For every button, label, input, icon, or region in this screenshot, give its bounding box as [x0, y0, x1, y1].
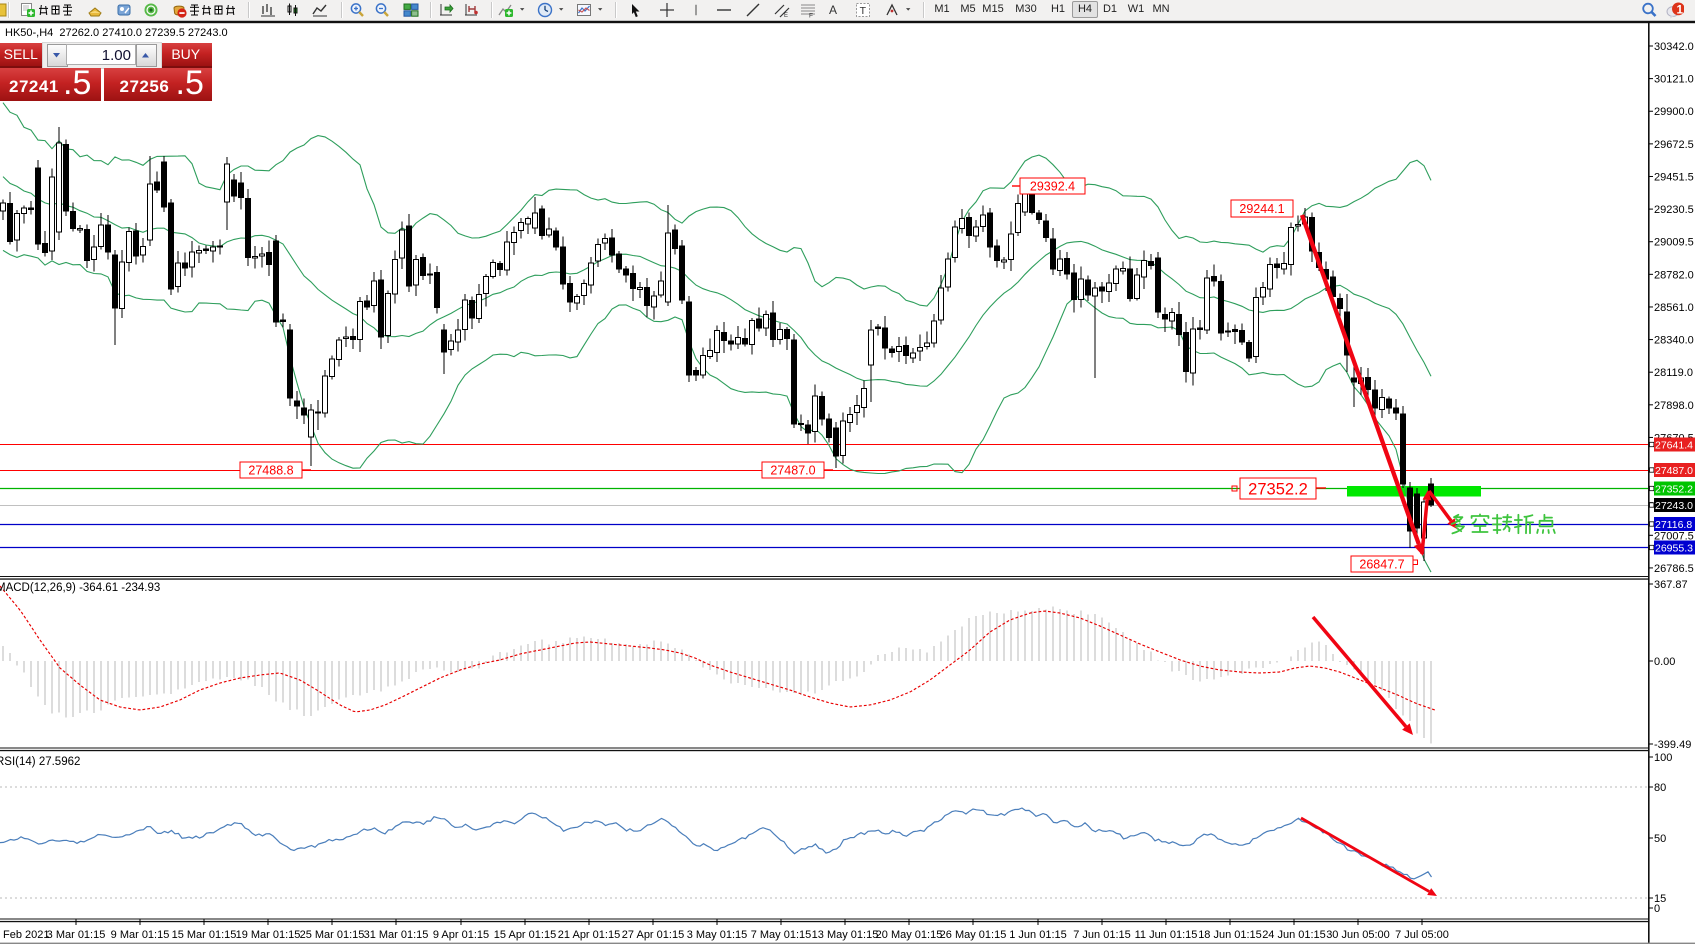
svg-text:27 Apr 01:15: 27 Apr 01:15 [622, 929, 684, 941]
svg-text:26847.7: 26847.7 [1359, 558, 1404, 572]
svg-text:15 Mar 01:15: 15 Mar 01:15 [172, 929, 237, 941]
svg-text:27007.5: 27007.5 [1654, 530, 1694, 542]
svg-text:MACD(12,26,9) -364.61 -234.93: MACD(12,26,9) -364.61 -234.93 [0, 582, 160, 594]
svg-text:29009.5: 29009.5 [1654, 237, 1694, 249]
svg-text:11 Jun 01:15: 11 Jun 01:15 [1135, 929, 1198, 941]
svg-text:29244.1: 29244.1 [1239, 202, 1284, 216]
svg-text:30342.0: 30342.0 [1654, 41, 1694, 53]
svg-text:80: 80 [1654, 782, 1666, 794]
svg-text:T: T [860, 5, 867, 17]
svg-text:0: 0 [1654, 903, 1660, 915]
svg-text:28782.0: 28782.0 [1654, 269, 1694, 281]
svg-text:27352.2: 27352.2 [1655, 483, 1693, 495]
svg-text:F: F [809, 13, 813, 19]
svg-text:-399.49: -399.49 [1654, 739, 1691, 751]
svg-text:29230.5: 29230.5 [1654, 204, 1694, 216]
svg-text:7 Jul 05:00: 7 Jul 05:00 [1395, 929, 1449, 941]
svg-text:18 Jun 01:15: 18 Jun 01:15 [1198, 929, 1262, 941]
svg-text:27243.0: 27243.0 [1655, 500, 1693, 512]
svg-text:21 Apr 01:15: 21 Apr 01:15 [558, 929, 620, 941]
svg-text:100: 100 [1654, 752, 1672, 764]
svg-text:30121.0: 30121.0 [1654, 74, 1694, 86]
svg-text:15: 15 [1654, 893, 1666, 905]
svg-text:24 Jun 01:15: 24 Jun 01:15 [1262, 929, 1326, 941]
svg-text:367.87: 367.87 [1654, 579, 1688, 591]
svg-text:31 Mar 01:15: 31 Mar 01:15 [364, 929, 429, 941]
svg-text:Feb 2021: Feb 2021 [3, 929, 49, 941]
svg-text:27352.2: 27352.2 [1248, 480, 1308, 498]
svg-text:28119.0: 28119.0 [1654, 367, 1693, 379]
svg-text:27487.0: 27487.0 [1655, 465, 1693, 477]
svg-text:26 May 01:15: 26 May 01:15 [940, 929, 1007, 941]
svg-text:1: 1 [1676, 3, 1683, 16]
svg-text:30 Jun 05:00: 30 Jun 05:00 [1326, 929, 1390, 941]
svg-text:29392.4: 29392.4 [1030, 180, 1075, 194]
svg-text:26786.5: 26786.5 [1654, 563, 1694, 575]
svg-text:7 Jun 01:15: 7 Jun 01:15 [1073, 929, 1131, 941]
svg-text:29900.0: 29900.0 [1654, 106, 1694, 118]
svg-text:9 Mar 01:15: 9 Mar 01:15 [111, 929, 170, 941]
svg-text:27488.8: 27488.8 [248, 464, 293, 478]
svg-text:27898.0: 27898.0 [1654, 400, 1694, 412]
svg-text:1 Jun 01:15: 1 Jun 01:15 [1009, 929, 1067, 941]
svg-text:28340.0: 28340.0 [1654, 335, 1694, 347]
svg-text:7 May 01:15: 7 May 01:15 [751, 929, 812, 941]
svg-text:27487.0: 27487.0 [770, 464, 815, 478]
svg-text:3 May 01:15: 3 May 01:15 [687, 929, 748, 941]
svg-text:29451.5: 29451.5 [1654, 171, 1694, 183]
svg-text:13 May 01:15: 13 May 01:15 [812, 929, 879, 941]
svg-text:29672.5: 29672.5 [1654, 139, 1694, 151]
svg-text:19 Mar 01:15: 19 Mar 01:15 [236, 929, 301, 941]
svg-text:25 Mar 01:15: 25 Mar 01:15 [300, 929, 365, 941]
svg-text:HK50-,H4 27262.0 27410.0 2723: HK50-,H4 27262.0 27410.0 27239.5 27243.0 [5, 27, 228, 39]
svg-text:15 Apr 01:15: 15 Apr 01:15 [494, 929, 556, 941]
svg-text:50: 50 [1654, 833, 1666, 845]
svg-text:0.00: 0.00 [1654, 656, 1675, 668]
svg-text:3 Mar 01:15: 3 Mar 01:15 [47, 929, 106, 941]
svg-text:9 Apr 01:15: 9 Apr 01:15 [433, 929, 489, 941]
svg-text:28561.0: 28561.0 [1654, 302, 1694, 314]
svg-text:27116.8: 27116.8 [1655, 519, 1692, 531]
svg-text:20 May 01:15: 20 May 01:15 [876, 929, 943, 941]
svg-text:27641.4: 27641.4 [1655, 439, 1693, 451]
svg-text:RSI(14) 27.5962: RSI(14) 27.5962 [0, 756, 80, 768]
svg-text:E: E [784, 13, 788, 18]
svg-text:26955.3: 26955.3 [1655, 542, 1693, 554]
